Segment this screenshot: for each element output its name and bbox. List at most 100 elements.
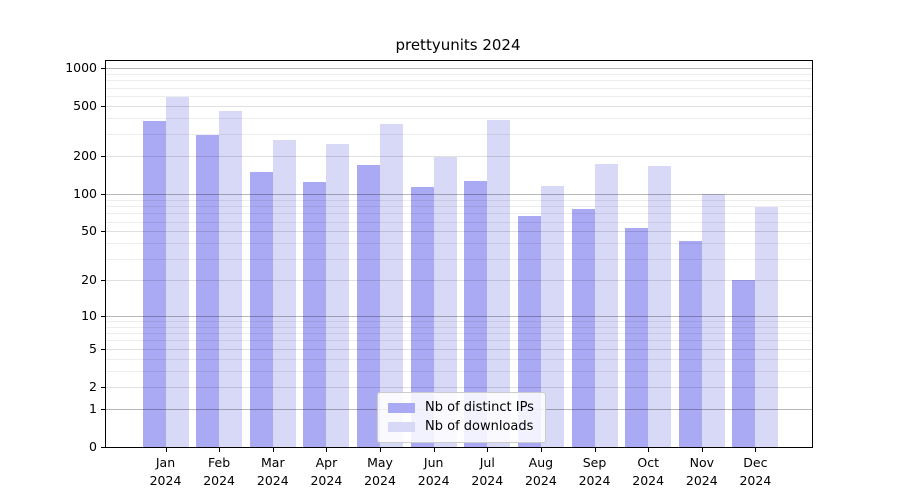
gridline-1000 (106, 68, 812, 69)
y-tick-label-1000: 1000 (65, 60, 97, 75)
y-tick-mark-20 (101, 280, 105, 281)
bar-downloads-sep (594, 164, 618, 447)
minor-gridline-600 (106, 96, 812, 97)
minor-gridline-7 (106, 332, 812, 334)
legend: Nb of distinct IPs Nb of downloads (377, 392, 546, 443)
x-tick-mark-mar (272, 447, 274, 452)
y-tick-label-10: 10 (81, 307, 97, 323)
legend-swatch-distinct-ips (388, 402, 415, 413)
bar-downloads-may (380, 123, 404, 447)
y-tick-label-1: 1 (89, 401, 97, 416)
bar-distinct-ips-nov (678, 240, 702, 447)
x-tick-mark-jan (165, 447, 167, 452)
x-tick-mark-may (380, 447, 381, 452)
minor-gridline-90 (106, 199, 812, 201)
minor-gridline-70 (106, 213, 812, 215)
gridline-50 (106, 231, 812, 233)
legend-swatch-downloads (388, 421, 415, 432)
y-tick-mark-0 (101, 447, 105, 448)
y-tick-mark-100 (101, 193, 105, 195)
bar-distinct-ips-dec (732, 280, 756, 447)
bar-downloads-dec (755, 207, 779, 447)
y-tick-label-500: 500 (73, 98, 97, 113)
minor-gridline-40 (106, 243, 812, 245)
bar-distinct-ips-feb (196, 134, 220, 447)
minor-gridline-700 (106, 87, 812, 89)
y-tick-label-20: 20 (81, 272, 97, 287)
y-tick-mark-1000 (101, 68, 105, 69)
bar-downloads-aug (540, 186, 564, 447)
gridline-2 (106, 386, 812, 388)
x-tick-label-oct: Oct 2024 (632, 455, 665, 488)
bar-downloads-feb (219, 111, 243, 447)
bar-distinct-ips-jun (410, 187, 434, 447)
minor-gridline-400 (106, 118, 812, 120)
x-tick-label-mar: Mar 2024 (256, 455, 289, 488)
bar-distinct-ips-oct (625, 228, 649, 447)
x-tick-label-jan: Jan 2024 (149, 455, 182, 488)
bar-downloads-nov (701, 194, 725, 447)
x-tick-label-jul: Jul 2024 (471, 455, 504, 488)
gridline-100 (106, 193, 812, 195)
y-tick-mark-50 (101, 231, 105, 233)
minor-gridline-8 (106, 326, 812, 328)
bar-distinct-ips-jan (142, 121, 166, 447)
minor-gridline-900 (106, 73, 812, 75)
gridline-200 (106, 156, 812, 158)
y-tick-label-5: 5 (89, 340, 97, 356)
x-tick-mark-dec (755, 447, 757, 452)
bar-downloads-apr (326, 144, 350, 447)
x-tick-mark-apr (326, 447, 328, 452)
gridline-500 (106, 106, 812, 107)
x-tick-mark-jun (433, 447, 435, 452)
x-tick-label-apr: Apr 2024 (310, 455, 343, 488)
bar-distinct-ips-apr (303, 182, 327, 447)
legend-label-distinct-ips: Nb of distinct IPs (425, 400, 534, 415)
minor-gridline-4 (106, 358, 812, 360)
y-tick-label-200: 200 (73, 148, 97, 164)
minor-gridline-6 (106, 340, 812, 342)
legend-item-distinct-ips: Nb of distinct IPs (388, 398, 534, 417)
x-tick-label-feb: Feb 2024 (203, 455, 235, 488)
x-tick-label-nov: Nov 2024 (685, 455, 718, 488)
x-tick-label-may: May 2024 (364, 455, 396, 488)
minor-gridline-80 (106, 205, 812, 207)
y-tick-mark-1 (101, 409, 105, 410)
bar-distinct-ips-sep (571, 209, 595, 447)
y-tick-label-50: 50 (81, 223, 97, 239)
minor-gridline-60 (106, 221, 812, 223)
bar-downloads-oct (648, 166, 672, 447)
x-tick-label-jun: Jun 2024 (417, 455, 450, 488)
y-tick-mark-5 (101, 348, 105, 350)
bar-downloads-mar (272, 140, 296, 447)
plot-area: Nb of distinct IPs Nb of downloads (105, 60, 813, 448)
x-tick-mark-sep (594, 447, 596, 452)
bar-distinct-ips-aug (517, 215, 541, 447)
bar-distinct-ips-jul (464, 181, 488, 447)
bar-distinct-ips-mar (249, 171, 273, 447)
bar-downloads-jun (433, 157, 457, 447)
minor-gridline-800 (106, 80, 812, 82)
gridline-10 (106, 315, 812, 317)
y-tick-label-0: 0 (89, 439, 97, 454)
minor-gridline-300 (106, 133, 812, 135)
y-tick-mark-2 (101, 386, 105, 388)
x-tick-mark-jul (487, 447, 489, 452)
x-tick-label-aug: Aug 2024 (524, 455, 557, 488)
y-tick-label-2: 2 (89, 378, 97, 394)
minor-gridline-30 (106, 258, 812, 260)
bar-downloads-jan (165, 96, 189, 447)
x-tick-label-dec: Dec 2024 (739, 455, 772, 488)
chart-title: prettyunits 2024 (395, 36, 521, 54)
minor-gridline-3 (106, 371, 812, 372)
bar-distinct-ips-may (357, 164, 381, 447)
y-tick-mark-200 (101, 156, 105, 158)
x-tick-mark-nov (701, 447, 703, 452)
y-tick-mark-10 (101, 315, 105, 317)
legend-label-downloads: Nb of downloads (425, 419, 534, 434)
x-tick-mark-feb (219, 447, 221, 452)
gridline-20 (106, 280, 812, 281)
x-tick-mark-aug (540, 447, 542, 452)
minor-gridline-9 (106, 320, 812, 322)
